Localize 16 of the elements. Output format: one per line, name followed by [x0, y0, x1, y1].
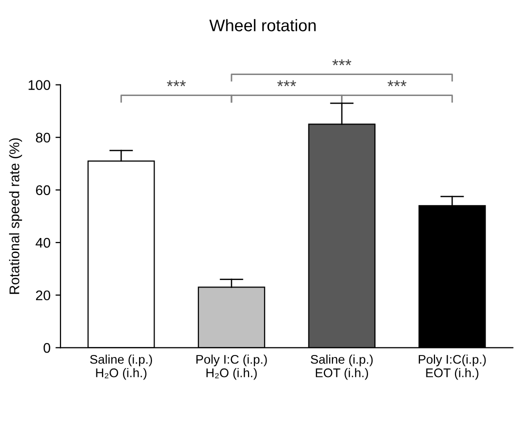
y-axis-title: Rotational speed rate (%)	[9, 138, 22, 294]
x-tick-label: Poly I:C (i.p.) H₂O (i.h.)	[196, 354, 267, 380]
y-tick-label: 80	[36, 132, 50, 143]
y-tick-label: 0	[44, 343, 50, 353]
text: ***	[332, 59, 352, 66]
annotation: ***	[388, 80, 406, 86]
annotation: ***	[277, 80, 296, 86]
y-tick-label: 20	[36, 290, 50, 300]
x-tick-label: Saline (i.p.) H₂O (i.h.)	[90, 354, 152, 380]
x-tick-label: Poly I:C(i.p.) EOT (i.h.)	[418, 354, 486, 380]
chart-title: Wheel rotation	[209, 19, 316, 32]
y-tick-label: 40	[36, 238, 50, 248]
y-tick-label: 100	[28, 80, 50, 90]
annotation: ***	[166, 80, 186, 86]
y-tick-label: 60	[36, 185, 50, 196]
x-tick-label: Saline (i.p.) EOT (i.h.)	[310, 354, 373, 380]
